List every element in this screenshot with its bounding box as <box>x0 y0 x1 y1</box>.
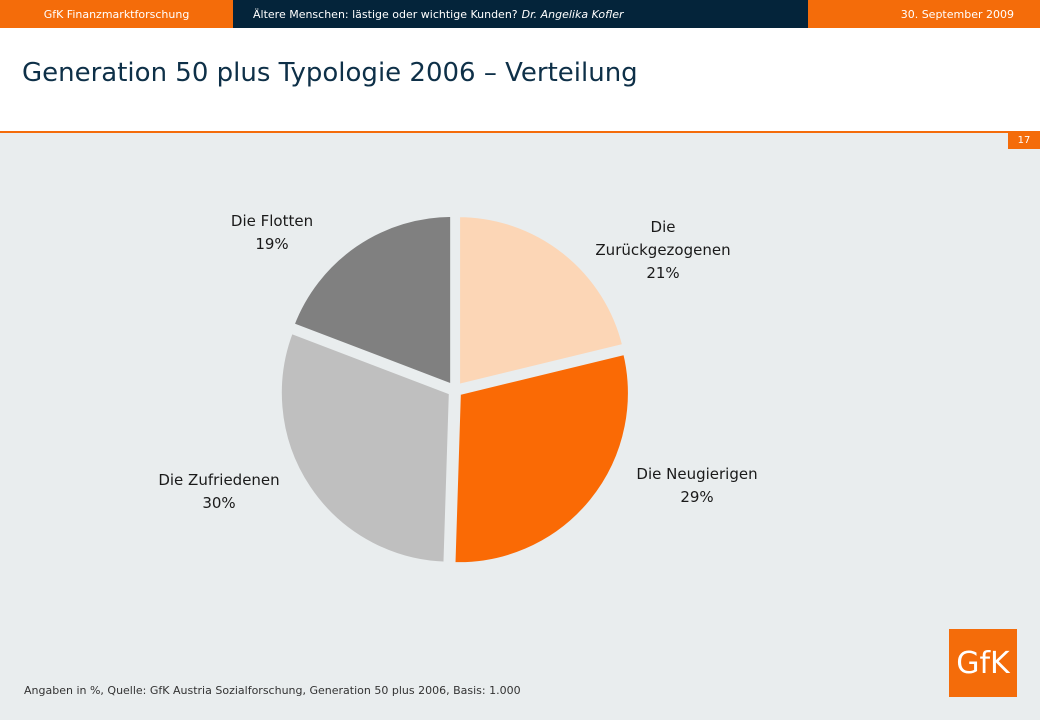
pie-label-3: Die Flotten 19% <box>231 212 313 253</box>
gfk-logo: GfK <box>949 629 1017 697</box>
page-title: Generation 50 plus Typologie 2006 – Vert… <box>22 58 638 88</box>
pie-slice-0 <box>456 213 627 389</box>
header-company: GfK Finanzmarktforschung <box>0 0 233 28</box>
header-topic-text: Ältere Menschen: lästige oder wichtige K… <box>253 7 518 21</box>
header-topic: Ältere Menschen: lästige oder wichtige K… <box>233 0 808 28</box>
pie-label-2: Die Zufriedenen 30% <box>158 471 279 512</box>
top-bar: GfK Finanzmarktforschung Ältere Menschen… <box>0 0 1040 28</box>
title-divider <box>0 131 1040 133</box>
source-footnote: Angaben in %, Quelle: GfK Austria Sozial… <box>24 684 521 697</box>
pie-label-1: Die Neugierigen 29% <box>636 465 757 506</box>
pie-slice-1 <box>451 350 632 567</box>
header-date: 30. September 2009 <box>808 0 1040 28</box>
pie-label-0: Die Zurückgezogenen 21% <box>595 218 730 282</box>
header-author: Dr. Angelika Kofler <box>521 7 624 21</box>
pie-slice-3 <box>289 212 455 389</box>
page-number: 17 <box>1008 131 1040 149</box>
pie-slice-2 <box>277 329 453 566</box>
